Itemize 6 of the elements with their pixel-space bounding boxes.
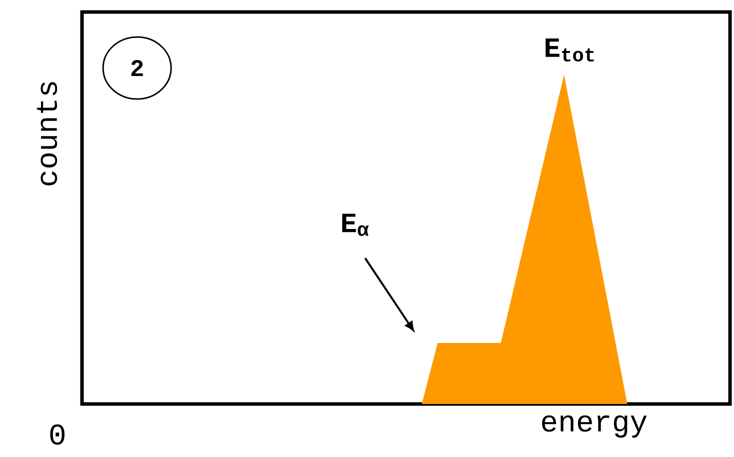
text: 2 [131, 60, 143, 76]
text: counts [36, 82, 58, 186]
text: E$_{tot}$ [546, 38, 594, 62]
x-axis-title: energy [542, 415, 647, 438]
text: 0 [50, 424, 65, 445]
text: E$_{α}$ [342, 214, 369, 236]
